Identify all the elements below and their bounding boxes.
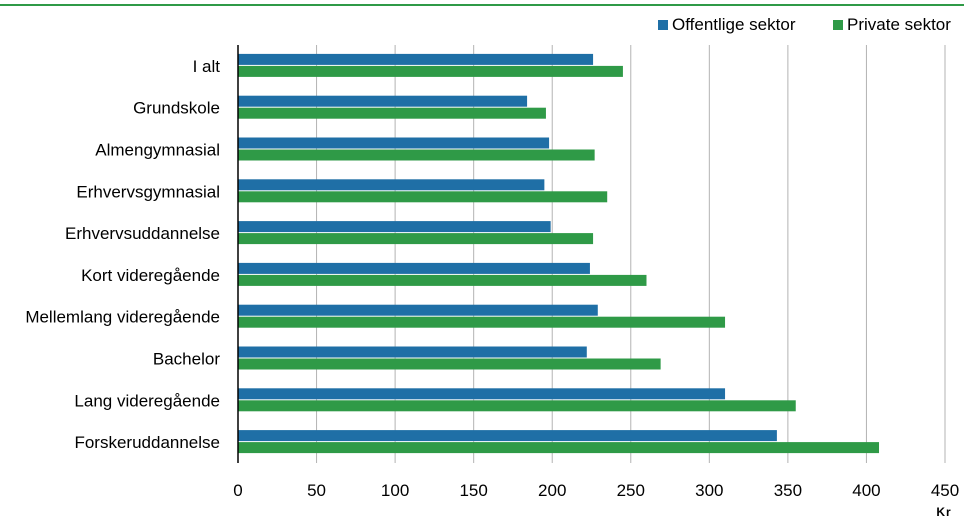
category-label: Grundskole — [133, 99, 220, 118]
x-tick-labels: 0 50 100 150 200 250 300 350 400 450 — [233, 481, 959, 500]
x-tick-label: 200 — [538, 481, 566, 500]
x-tick-label: 150 — [459, 481, 487, 500]
bar-private — [238, 358, 661, 370]
bar-offentlige — [238, 179, 545, 191]
bar-offentlige — [238, 95, 528, 107]
x-unit-label: Kr — [936, 505, 951, 519]
category-label: Lang videregående — [74, 391, 220, 410]
bar-private — [238, 233, 594, 245]
bar-private — [238, 316, 726, 328]
bar-private — [238, 191, 608, 203]
legend-swatch-offentlige — [658, 20, 668, 30]
bar-private — [238, 149, 595, 161]
bar-private — [238, 65, 623, 77]
bar-offentlige — [238, 388, 726, 400]
bar-offentlige — [238, 262, 590, 274]
bar-private — [238, 442, 880, 454]
x-tick-label: 50 — [307, 481, 326, 500]
bar-offentlige — [238, 137, 550, 149]
bars — [238, 53, 880, 454]
bar-offentlige — [238, 346, 587, 358]
bar-private — [238, 274, 647, 286]
bar-private — [238, 107, 546, 119]
category-label: Erhvervsgymnasial — [76, 182, 220, 201]
legend: Offentlige sektor Private sektor — [658, 15, 951, 34]
x-tick-label: 450 — [931, 481, 959, 500]
x-tick-label: 250 — [617, 481, 645, 500]
x-tick-label: 400 — [852, 481, 880, 500]
x-tick-label: 350 — [774, 481, 802, 500]
bar-offentlige — [238, 53, 594, 65]
category-labels: I alt Grundskole Almengymnasial Erhvervsgym… — [25, 57, 220, 452]
legend-swatch-private — [833, 20, 843, 30]
bar-offentlige — [238, 430, 777, 442]
legend-label-offentlige: Offentlige sektor — [672, 15, 796, 34]
category-label: Kort videregående — [81, 266, 220, 285]
category-label: Almengymnasial — [95, 141, 220, 160]
x-tick-label: 100 — [381, 481, 409, 500]
x-tick-label: 0 — [233, 481, 242, 500]
category-label: Mellemlang videregående — [25, 308, 220, 327]
category-label: Forskeruddannelse — [74, 433, 220, 452]
category-label: I alt — [193, 57, 221, 76]
category-label: Bachelor — [153, 350, 220, 369]
bar-offentlige — [238, 304, 598, 316]
x-tick-label: 300 — [695, 481, 723, 500]
category-label: Erhvervsuddannelse — [65, 224, 220, 243]
legend-label-private: Private sektor — [847, 15, 951, 34]
bar-private — [238, 400, 796, 412]
bar-offentlige — [238, 221, 551, 233]
